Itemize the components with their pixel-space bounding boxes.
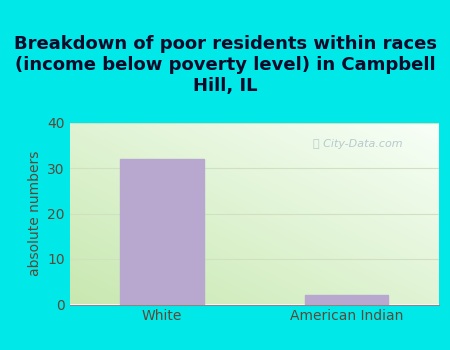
- Text: Breakdown of poor residents within races
(income below poverty level) in Campbel: Breakdown of poor residents within races…: [14, 35, 436, 94]
- Text: ⓘ City-Data.com: ⓘ City-Data.com: [313, 139, 402, 149]
- Bar: [121, 159, 203, 304]
- Y-axis label: absolute numbers: absolute numbers: [28, 151, 42, 276]
- Bar: [305, 295, 388, 304]
